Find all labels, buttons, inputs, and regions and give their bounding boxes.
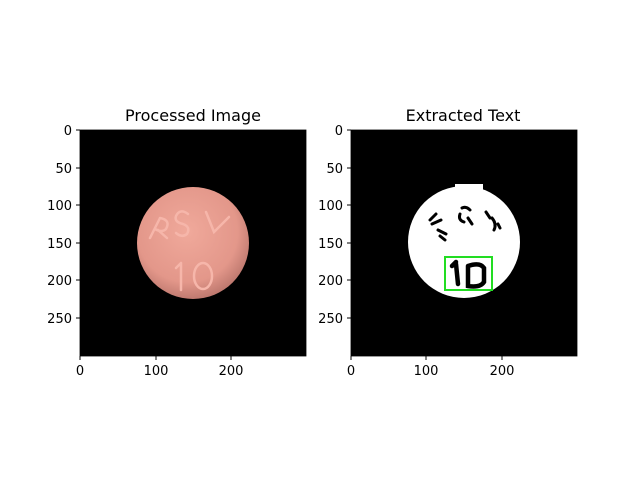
left-x-tick-label: 0 (76, 364, 84, 379)
left-x-tick-label: 100 (144, 364, 169, 379)
right-y-tick-label: 0 (335, 124, 343, 139)
pill-mask (408, 186, 520, 298)
left-y-tick-label: 0 (64, 124, 72, 139)
right-x-axis: 0 100 200 (347, 356, 515, 379)
text-bounding-box (444, 256, 493, 291)
right-x-tick-label: 100 (414, 364, 439, 379)
right-y-tick-label: 50 (326, 162, 343, 177)
processed-image-panel: Processed Image 0 50 100 150 (47, 106, 307, 379)
pill-mask-top-notch (455, 184, 483, 190)
left-x-axis: 0 100 200 (76, 356, 244, 379)
right-y-tick-label: 100 (318, 199, 343, 214)
right-x-tick-label: 200 (490, 364, 515, 379)
left-y-tick-label: 150 (47, 237, 72, 252)
pill-image (137, 187, 249, 299)
extracted-imprint-blobs (428, 205, 502, 242)
left-y-tick-label: 200 (47, 274, 72, 289)
left-y-tick-label: 100 (47, 199, 72, 214)
right-y-tick-label: 150 (318, 237, 343, 252)
left-x-tick-label: 200 (219, 364, 244, 379)
left-y-axis: 0 50 100 150 200 250 (47, 124, 80, 327)
right-panel-title: Extracted Text (406, 106, 521, 125)
left-panel-title: Processed Image (125, 106, 261, 125)
extracted-digits (449, 259, 487, 289)
right-y-tick-label: 250 (318, 312, 343, 327)
right-y-tick-label: 200 (318, 274, 343, 289)
right-y-axis: 0 50 100 150 200 250 (318, 124, 351, 327)
pill-imprint (148, 210, 231, 292)
right-x-tick-label: 0 (347, 364, 355, 379)
left-y-tick-label: 50 (55, 162, 72, 177)
extracted-text-panel: Extracted Text 0 50 100 15 (318, 106, 578, 379)
left-y-tick-label: 250 (47, 312, 72, 327)
